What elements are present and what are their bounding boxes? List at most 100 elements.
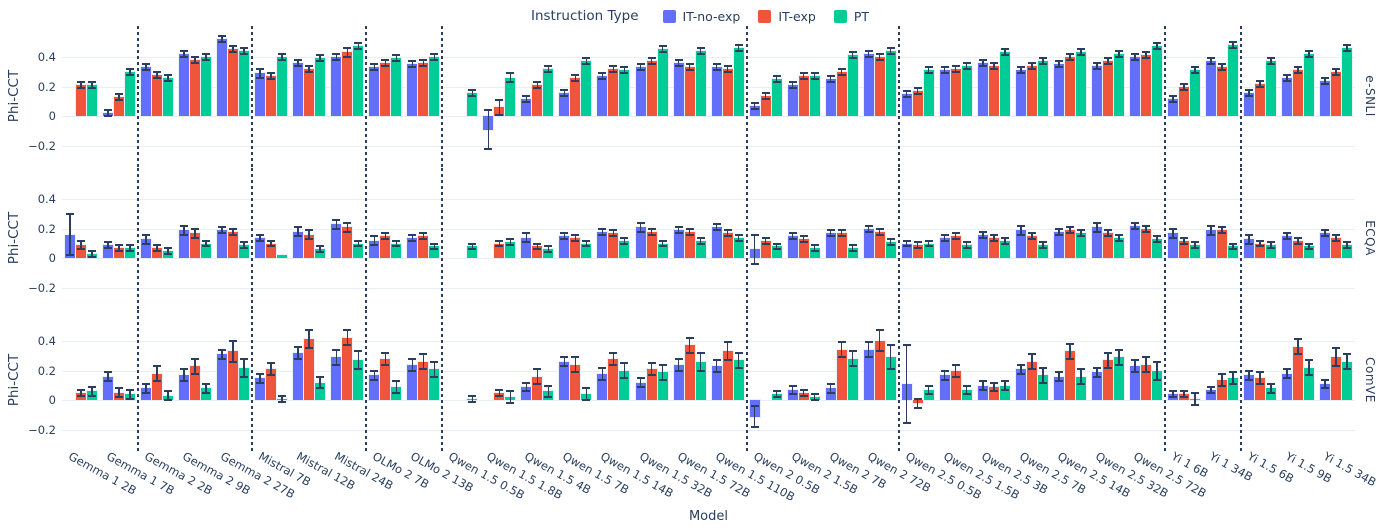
- error-bar: [753, 103, 756, 109]
- error-bar: [281, 395, 283, 402]
- bar-PT: [656, 242, 669, 260]
- error-bar-cap: [316, 60, 325, 63]
- error-bar-cap: [658, 245, 667, 248]
- error-bar-cap: [495, 239, 504, 242]
- error-bar: [574, 357, 577, 373]
- error-bar: [661, 364, 664, 380]
- error-bar-cap: [1255, 85, 1264, 88]
- error-bar: [259, 373, 261, 383]
- error-bar: [145, 384, 147, 393]
- error-bar: [547, 65, 550, 72]
- error-bar-cap: [864, 49, 873, 52]
- bar-IT-no-exp: [1128, 55, 1141, 118]
- gridline: [62, 228, 1355, 230]
- error-bar-cap: [115, 93, 123, 95]
- error-bar-cap: [886, 52, 895, 55]
- error-bar-cap: [978, 380, 987, 382]
- bar-IT-no-exp: [672, 363, 685, 402]
- legend-item-it-exp[interactable]: IT-exp: [758, 9, 816, 24]
- bar-PT: [694, 360, 707, 402]
- bar-IT-no-exp: [1052, 63, 1065, 118]
- error-bar-cap: [1343, 368, 1351, 371]
- bar-IT-no-exp: [596, 230, 609, 260]
- error-bar: [699, 352, 702, 371]
- error-bar: [167, 74, 169, 81]
- legend-item-pt[interactable]: PT: [833, 9, 869, 24]
- error-bar-cap: [1000, 380, 1009, 382]
- error-bar: [357, 43, 359, 50]
- error-bar: [916, 242, 919, 248]
- x-axis-title: Model: [688, 509, 729, 524]
- bar-PT: [466, 91, 479, 118]
- bar-IT-no-exp: [938, 69, 951, 118]
- gridline: [62, 198, 1355, 200]
- bar-IT-no-exp: [1128, 224, 1141, 260]
- error-bar: [281, 53, 283, 60]
- bar-IT-no-exp: [1204, 388, 1217, 402]
- error-bar-cap: [1332, 233, 1340, 236]
- error-bar-cap: [1244, 242, 1253, 245]
- error-bar: [194, 228, 196, 238]
- bar-IT-no-exp: [710, 226, 723, 260]
- error-bar-cap: [962, 384, 971, 387]
- error-bar-cap: [636, 230, 645, 233]
- error-bar-cap: [582, 239, 591, 242]
- family-separator: [1239, 26, 1242, 170]
- error-bar: [346, 330, 348, 346]
- bar-IT-exp: [987, 236, 1000, 260]
- error-bar: [965, 62, 968, 69]
- error-bar-cap: [419, 58, 428, 61]
- bar-IT-no-exp: [558, 234, 571, 260]
- error-bar-cap: [104, 246, 112, 249]
- error-bar: [982, 231, 984, 238]
- error-bar-cap: [408, 60, 417, 63]
- bar-IT-exp: [227, 350, 240, 402]
- error-bar-cap: [1321, 82, 1329, 85]
- error-bar-cap: [560, 232, 569, 234]
- bar-IT-no-exp: [786, 84, 799, 118]
- error-bar: [737, 352, 740, 368]
- error-bar: [297, 346, 299, 359]
- error-bar-cap: [533, 242, 542, 245]
- facet-label-ecqa: ECQA: [1363, 220, 1377, 256]
- error-bar: [954, 364, 957, 377]
- error-bar-cap: [408, 233, 417, 236]
- error-bar-cap: [772, 390, 781, 393]
- bar-IT-exp: [607, 231, 620, 260]
- error-bar-cap: [837, 235, 846, 237]
- error-bar-cap: [408, 369, 417, 372]
- error-bar-cap: [1343, 246, 1351, 249]
- bar-IT-exp: [113, 246, 125, 260]
- y-tick-label: 0.4: [37, 333, 56, 348]
- error-bar-cap: [77, 248, 85, 251]
- error-bar-cap: [202, 58, 211, 61]
- error-bar-cap: [989, 239, 998, 242]
- error-bar-cap: [1206, 57, 1215, 60]
- error-bar-cap: [875, 350, 884, 353]
- bar-PT: [1036, 373, 1049, 402]
- error-bar-cap: [142, 383, 151, 385]
- legend-item-it-no-exp[interactable]: IT-no-exp: [662, 9, 740, 24]
- error-bar-cap: [1103, 235, 1112, 237]
- error-bar-cap: [924, 393, 933, 396]
- error-bar-cap: [1283, 377, 1291, 379]
- bar-IT-no-exp: [976, 233, 989, 260]
- error-bar-cap: [522, 390, 531, 393]
- error-bar: [471, 89, 474, 96]
- error-bar: [205, 240, 207, 247]
- error-bar-cap: [1294, 242, 1302, 245]
- bar-PT: [124, 246, 136, 260]
- error-bar: [1335, 348, 1337, 367]
- error-bar-cap: [913, 397, 922, 400]
- error-bar: [726, 342, 729, 361]
- error-bar-cap: [734, 239, 743, 242]
- error-bar-cap: [256, 372, 265, 375]
- bar-IT-no-exp: [596, 75, 609, 118]
- bar-IT-exp: [1025, 360, 1038, 402]
- error-bar-cap: [522, 241, 531, 243]
- error-bar-cap: [77, 239, 85, 242]
- family-separator: [897, 26, 900, 170]
- error-bar: [851, 351, 854, 367]
- bar-IT-no-exp: [254, 236, 267, 260]
- bar-IT-no-exp: [558, 91, 571, 118]
